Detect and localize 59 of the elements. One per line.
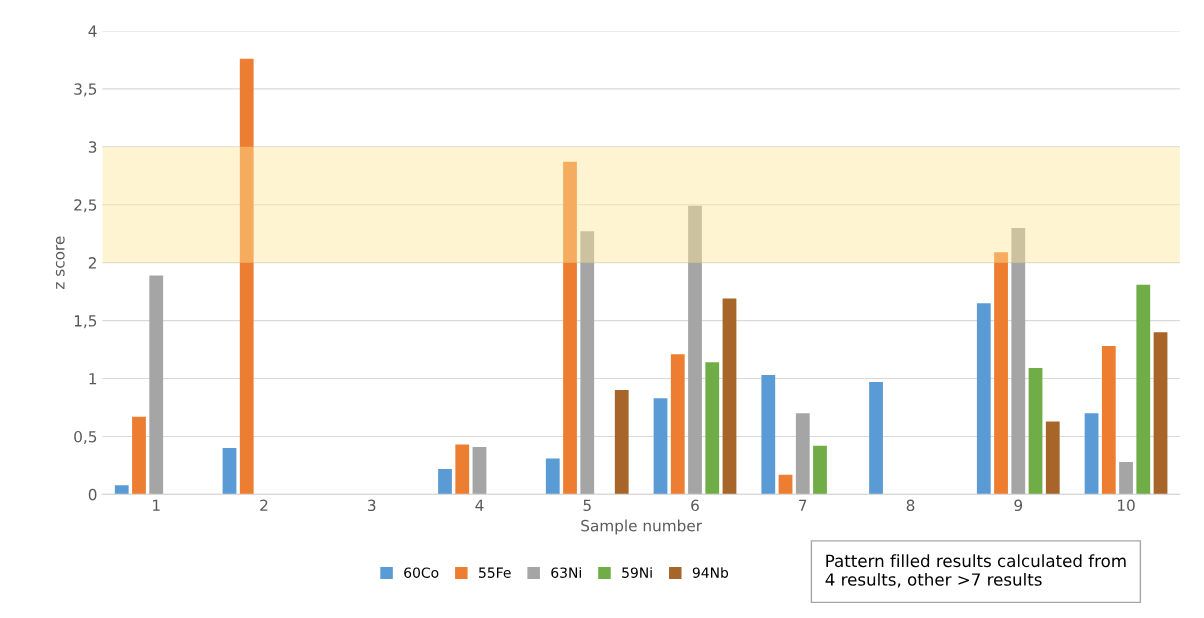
x-tick-label: 8 (906, 499, 915, 512)
bar (1045, 421, 1060, 495)
x-tick-label: 9 (1014, 499, 1023, 512)
bar (705, 362, 720, 495)
legend-label: 55Fe (479, 567, 511, 578)
bar (778, 474, 793, 495)
bar (994, 252, 1008, 495)
legend-label: 59Ni (622, 567, 652, 578)
y-axis-title: z score (55, 236, 65, 289)
bar (1084, 413, 1099, 495)
y-tick-label: 2,5 (74, 199, 97, 213)
legend-label: 94Nb (692, 567, 729, 578)
bar (132, 416, 146, 495)
bar (222, 448, 237, 495)
bar (670, 354, 685, 495)
bar (239, 58, 254, 495)
bar (722, 298, 737, 495)
x-tick-label: 3 (368, 499, 376, 512)
bar (795, 413, 810, 495)
bar (869, 382, 883, 495)
legend-label: 60Co (404, 567, 439, 578)
y-tick-label: 1 (89, 373, 97, 385)
x-tick-label: 2 (260, 499, 268, 511)
x-tick-label: 6 (691, 499, 699, 512)
bar (688, 205, 702, 495)
y-tick-label: 3,5 (74, 83, 97, 97)
y-tick-label: 0 (88, 488, 97, 501)
bar (1101, 346, 1116, 495)
bar (653, 398, 668, 495)
x-tick-label: 4 (475, 499, 484, 511)
y-tick-label: 2 (88, 257, 96, 269)
bar (455, 444, 470, 495)
bar (1136, 284, 1151, 495)
bar (563, 161, 577, 495)
y-tick-label: 0,5 (74, 430, 97, 445)
y-tick-label: 4 (88, 25, 97, 37)
bar (472, 446, 487, 495)
bar (976, 303, 991, 495)
bar (545, 458, 560, 495)
bar (438, 468, 452, 495)
bar (761, 375, 776, 495)
y-tick-label: 3 (88, 141, 97, 153)
bar (1119, 461, 1133, 495)
y-tick-label: 1,5 (74, 315, 97, 329)
text: Pattern filled results calculated from 4 results, other >7 results (825, 554, 1126, 588)
bar (580, 231, 595, 495)
x-tick-label: 7 (799, 499, 807, 511)
x-tick-label: 1 (153, 499, 160, 511)
bar (149, 275, 164, 495)
bar (114, 485, 129, 495)
legend-label: 63Ni (551, 567, 581, 578)
bar (614, 390, 629, 495)
x-tick-label: 10 (1118, 499, 1135, 512)
bar (1153, 332, 1168, 495)
bar (813, 445, 827, 495)
bar (1011, 227, 1026, 495)
x-tick-label: 5 (583, 499, 591, 512)
bar (1028, 368, 1043, 495)
x-axis-title: Sample number (581, 519, 703, 535)
